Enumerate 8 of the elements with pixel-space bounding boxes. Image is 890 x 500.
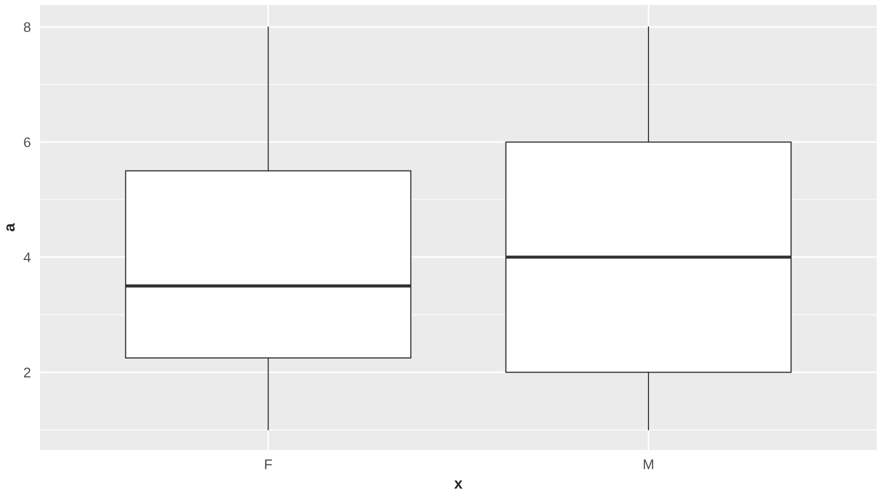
- y-axis-title: a: [6, 223, 15, 232]
- y-tick-label: 2: [24, 368, 30, 378]
- x-tick-label: M: [644, 460, 654, 470]
- x-tick-label: F: [265, 460, 272, 470]
- y-tick-label: 8: [24, 22, 30, 32]
- x-axis-title: x: [454, 480, 462, 489]
- y-tick-label: 6: [24, 137, 30, 148]
- y-tick-label: 4: [24, 252, 31, 262]
